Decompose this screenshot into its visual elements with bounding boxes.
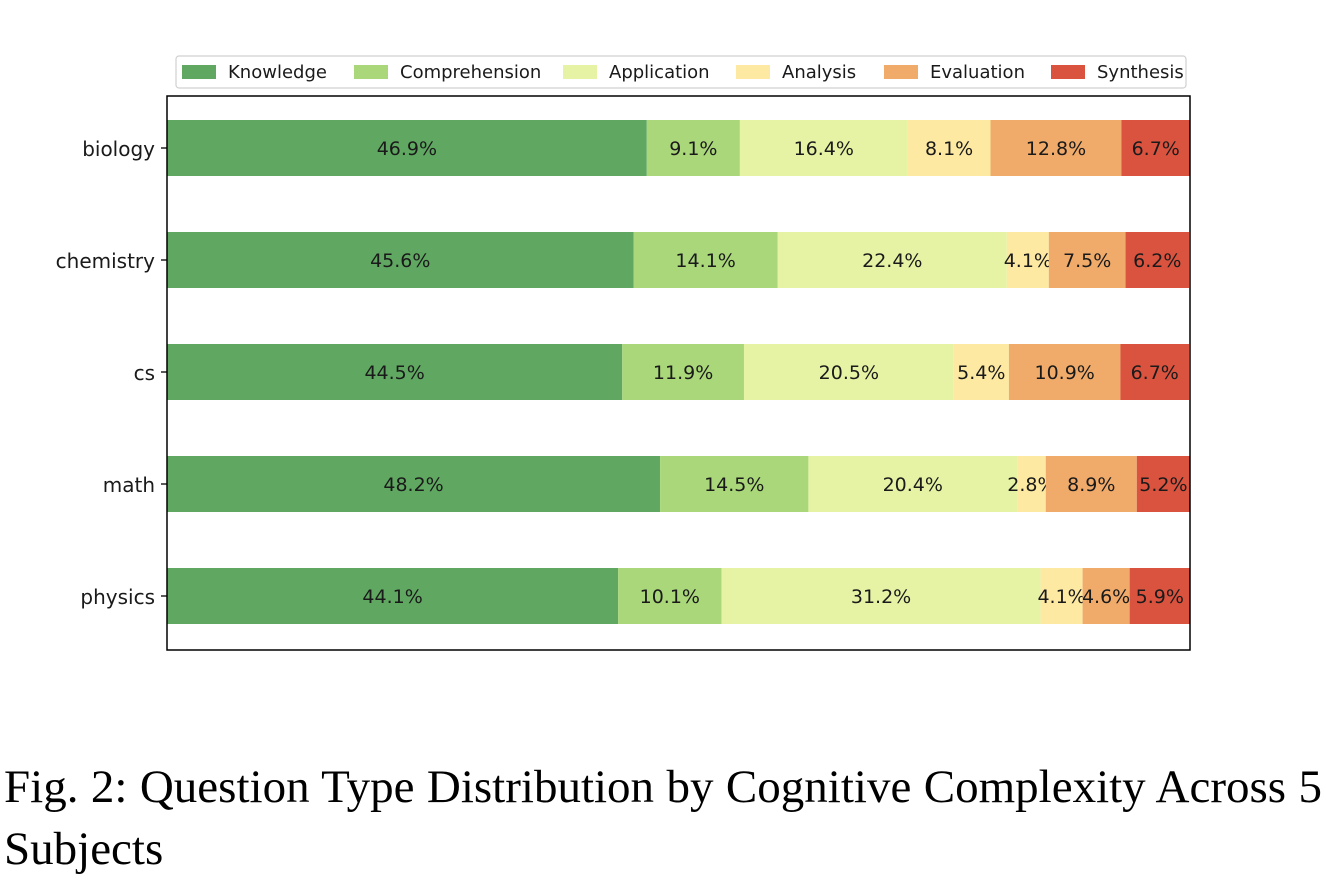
- bar-segment-cs-analysis: [953, 344, 1009, 400]
- data-label-chemistry-analysis: 4.1%: [1004, 250, 1052, 272]
- legend-label-analysis: Analysis: [782, 62, 856, 83]
- bar-row-chemistry: 45.6% 14.1% 22.4% 4.1% 7.5% 6.2%: [167, 232, 1189, 288]
- bar-segment-chemistry-comprehension: [633, 232, 778, 288]
- y-tick-label-biology: biology: [82, 137, 155, 161]
- bar-segment-math-evaluation: [1045, 456, 1137, 512]
- legend-swatch-knowledge: [182, 65, 216, 79]
- data-label-math-application: 20.4%: [883, 474, 943, 496]
- data-label-physics-comprehension: 10.1%: [640, 586, 700, 608]
- bar-segment-cs-synthesis: [1120, 344, 1189, 400]
- data-label-cs-evaluation: 10.9%: [1035, 362, 1095, 384]
- bar-segment-chemistry-analysis: [1006, 232, 1049, 288]
- legend-label-application: Application: [609, 62, 710, 83]
- legend-swatch-evaluation: [884, 65, 918, 79]
- data-label-biology-analysis: 8.1%: [925, 138, 973, 160]
- y-tick-label-cs: cs: [134, 361, 155, 385]
- figure-caption: Fig. 2: Question Type Distribution by Co…: [4, 761, 1322, 875]
- bar-segment-physics-comprehension: [618, 568, 722, 624]
- data-label-math-knowledge: 48.2%: [383, 474, 443, 496]
- bar-segment-cs-application: [743, 344, 954, 400]
- chart-bars: 46.9% 9.1% 16.4% 8.1% 12.8% 6.7% 45.6% 14.1% 22.…: [167, 120, 1190, 624]
- legend-label-synthesis: Synthesis: [1097, 62, 1184, 83]
- legend-box: [175, 55, 1187, 89]
- bar-segment-physics-synthesis: [1129, 568, 1190, 624]
- legend-swatch-synthesis: [1051, 65, 1085, 79]
- data-label-math-comprehension: 14.5%: [704, 474, 764, 496]
- data-label-biology-knowledge: 46.9%: [377, 138, 437, 160]
- data-label-biology-synthesis: 6.7%: [1132, 138, 1180, 160]
- bar-segment-chemistry-synthesis: [1125, 232, 1189, 288]
- bar-segment-physics-evaluation: [1082, 568, 1130, 624]
- legend-label-knowledge: Knowledge: [228, 62, 327, 83]
- y-tick-label-chemistry: chemistry: [56, 249, 156, 273]
- bar-row-math: 48.2% 14.5% 20.4% 2.8% 8.9% 5.2%: [167, 456, 1190, 512]
- data-label-cs-knowledge: 44.5%: [364, 362, 424, 384]
- data-label-physics-analysis: 4.1%: [1037, 586, 1085, 608]
- bar-segment-chemistry-knowledge: [167, 232, 634, 288]
- data-label-math-evaluation: 8.9%: [1067, 474, 1115, 496]
- data-label-physics-knowledge: 44.1%: [362, 586, 422, 608]
- data-label-biology-application: 16.4%: [794, 138, 854, 160]
- bar-row-cs: 44.5% 11.9% 20.5% 5.4% 10.9% 6.7%: [167, 344, 1189, 400]
- bar-segment-cs-comprehension: [622, 344, 744, 400]
- y-axis-labels: biology chemistry cs math physics: [56, 137, 167, 609]
- bar-segment-biology-analysis: [907, 120, 991, 176]
- legend-swatch-analysis: [736, 65, 770, 79]
- data-label-chemistry-evaluation: 7.5%: [1063, 250, 1111, 272]
- data-label-physics-application: 31.2%: [851, 586, 911, 608]
- bar-segment-chemistry-application: [777, 232, 1007, 288]
- data-label-math-analysis: 2.8%: [1007, 474, 1055, 496]
- data-label-cs-analysis: 5.4%: [957, 362, 1005, 384]
- data-label-chemistry-synthesis: 6.2%: [1133, 250, 1181, 272]
- bar-segment-physics-application: [721, 568, 1041, 624]
- y-tick-label-physics: physics: [80, 585, 155, 609]
- data-label-math-synthesis: 5.2%: [1139, 474, 1187, 496]
- bar-segment-biology-comprehension: [646, 120, 740, 176]
- bar-segment-math-synthesis: [1136, 456, 1190, 512]
- bar-segment-physics-knowledge: [167, 568, 619, 624]
- stacked-bar-chart: Knowledge Comprehension Application Analysi…: [56, 55, 1191, 651]
- data-label-cs-synthesis: 6.7%: [1131, 362, 1179, 384]
- bar-segment-math-analysis: [1017, 456, 1046, 512]
- bar-segment-cs-knowledge: [167, 344, 623, 400]
- bar-segment-biology-knowledge: [167, 120, 647, 176]
- data-label-cs-comprehension: 11.9%: [653, 362, 713, 384]
- plot-frame: [166, 95, 1191, 651]
- legend-label-comprehension: Comprehension: [400, 62, 541, 83]
- bar-row-physics: 44.1% 10.1% 31.2% 4.1%4.6% 5.9%: [167, 568, 1190, 624]
- data-label-chemistry-application: 22.4%: [862, 250, 922, 272]
- y-tick-label-math: math: [103, 473, 155, 497]
- data-label-biology-comprehension: 9.1%: [669, 138, 717, 160]
- bar-segment-physics-analysis: [1040, 568, 1083, 624]
- data-label-biology-evaluation: 12.8%: [1026, 138, 1086, 160]
- bar-segment-cs-evaluation: [1008, 344, 1121, 400]
- data-label-physics-evaluation: 4.6%: [1082, 586, 1130, 608]
- bar-segment-biology-application: [739, 120, 908, 176]
- bar-segment-math-comprehension: [660, 456, 809, 512]
- data-label-chemistry-knowledge: 45.6%: [370, 250, 430, 272]
- legend-swatch-comprehension: [354, 65, 388, 79]
- bar-row-biology: 46.9% 9.1% 16.4% 8.1% 12.8% 6.7%: [167, 120, 1190, 176]
- bar-segment-biology-synthesis: [1121, 120, 1190, 176]
- bar-segment-chemistry-evaluation: [1048, 232, 1126, 288]
- data-label-chemistry-comprehension: 14.1%: [675, 250, 735, 272]
- data-label-physics-synthesis: 5.9%: [1136, 586, 1184, 608]
- bar-segment-biology-evaluation: [990, 120, 1122, 176]
- chart-legend: Knowledge Comprehension Application Analysi…: [175, 55, 1187, 89]
- data-label-cs-application: 20.5%: [819, 362, 879, 384]
- bar-segment-math-knowledge: [167, 456, 661, 512]
- legend-label-evaluation: Evaluation: [930, 62, 1025, 83]
- legend-swatch-application: [563, 65, 597, 79]
- bar-segment-math-application: [808, 456, 1018, 512]
